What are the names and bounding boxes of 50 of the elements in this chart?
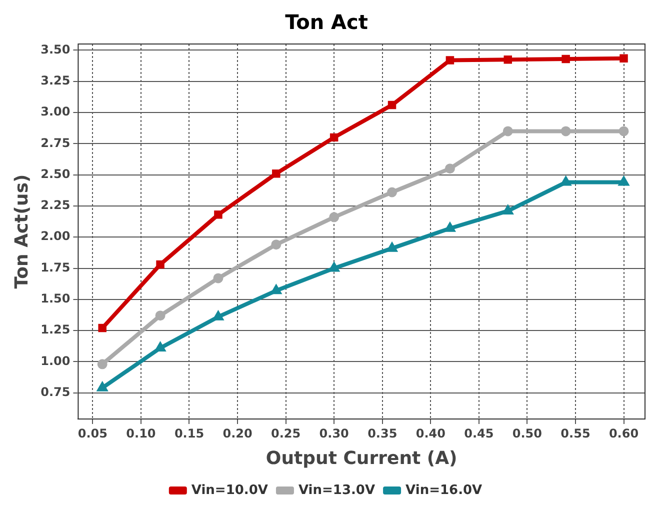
x-tick-label: 0.30 <box>319 426 349 440</box>
point <box>330 133 338 142</box>
x-tick-label: 0.20 <box>222 426 252 440</box>
x-tick-label: 0.10 <box>126 426 156 440</box>
x-tick-label: 0.50 <box>512 426 542 440</box>
y-tick-label: 3.00 <box>40 104 70 119</box>
y-tick-label: 1.25 <box>40 322 70 337</box>
legend-label: Vin=16.0V <box>406 482 482 498</box>
point <box>329 212 340 222</box>
point <box>618 126 629 136</box>
point <box>560 126 571 136</box>
point <box>444 164 455 174</box>
point <box>272 169 280 178</box>
point <box>388 100 396 110</box>
point <box>155 310 166 321</box>
x-tick-label: 0.55 <box>560 426 590 440</box>
point <box>446 56 454 64</box>
y-tick-label: 2.25 <box>40 198 70 212</box>
x-tick-label: 0.35 <box>368 426 398 440</box>
point <box>562 54 570 64</box>
point <box>214 210 222 219</box>
point <box>387 187 398 198</box>
y-tick-label: 1.75 <box>40 260 70 274</box>
chart-title: Ton Act <box>285 10 368 34</box>
point <box>620 54 628 62</box>
point <box>156 260 164 269</box>
x-tick-label: 0.45 <box>464 426 494 440</box>
point <box>213 273 224 284</box>
y-tick-label: 1.00 <box>40 354 70 368</box>
y-tick-label: 0.75 <box>40 384 70 399</box>
y-tick-label: 2.50 <box>40 166 70 181</box>
point <box>502 126 513 136</box>
point <box>98 324 106 332</box>
x-tick-label: 0.05 <box>78 426 108 440</box>
y-tick-label: 2.75 <box>40 136 70 150</box>
x-tick-label: 0.25 <box>271 426 301 440</box>
y-tick-label: 3.25 <box>40 74 70 88</box>
y-tick-label: 2.00 <box>40 229 70 244</box>
x-tick-label: 0.60 <box>608 426 639 440</box>
y-tick-label: 1.50 <box>40 292 70 306</box>
y-axis-title: Ton Act(us) <box>11 174 32 289</box>
y-tick-label: 3.50 <box>40 42 70 56</box>
legend-label: Vin=13.0V <box>298 482 376 498</box>
x-axis-title: Output Current (A) <box>266 448 458 469</box>
point <box>271 240 282 250</box>
point <box>97 359 108 370</box>
point <box>504 55 512 64</box>
x-tick-label: 0.15 <box>174 426 204 440</box>
legend-label: Vin=10.0V <box>191 482 268 498</box>
x-tick-label: 0.40 <box>416 426 446 440</box>
